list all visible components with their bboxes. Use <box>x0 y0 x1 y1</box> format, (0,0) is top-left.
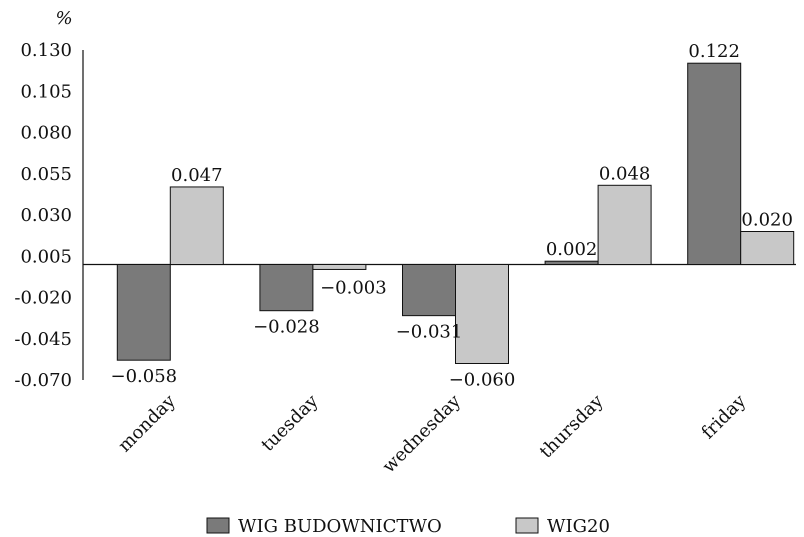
bar-tuesday-series-2 <box>312 264 367 270</box>
legend-swatch-2 <box>515 517 539 534</box>
category-label-monday: monday <box>114 390 180 456</box>
legend-label-2: WIG20 <box>547 516 610 537</box>
bar-thursday-series-2 <box>597 184 652 265</box>
category-label-friday: friday <box>698 390 751 443</box>
category-label-thursday: thursday <box>536 390 608 462</box>
y-tick-label: -0.020 <box>14 288 72 309</box>
value-label: −0.060 <box>449 370 516 391</box>
value-label: −0.028 <box>253 317 320 338</box>
value-label: 0.020 <box>741 210 793 231</box>
bar-monday-series-1 <box>116 264 171 361</box>
y-tick-label: -0.045 <box>14 329 72 350</box>
legend: WIG BUDOWNICTWO WIG20 <box>206 516 610 537</box>
category-label-tuesday: tuesday <box>257 390 323 456</box>
y-tick-label: 0.105 <box>20 81 72 102</box>
bar-wednesday-series-2 <box>455 264 509 364</box>
value-labels: −0.058 0.047 −0.028−0.003 −0.031 −0.060 0.002… <box>110 41 792 390</box>
legend-swatch-1 <box>206 517 230 534</box>
bar-friday-series-2 <box>740 231 795 265</box>
value-label: −0.058 <box>110 366 177 387</box>
bar-thursday-series-1 <box>544 260 599 266</box>
value-label: 0.002 <box>546 239 598 260</box>
legend-label-1: WIG BUDOWNICTWO <box>238 516 442 537</box>
y-tick-label: 0.080 <box>20 123 72 144</box>
value-label: 0.048 <box>599 163 651 184</box>
y-tick-label: 0.055 <box>20 164 72 185</box>
x-axis: monday tuesday wednesday thursday friday <box>114 390 751 477</box>
bar-tuesday-series-1 <box>259 264 314 312</box>
y-unit-label: % <box>55 8 72 29</box>
y-axis: 0.130 0.105 0.080 0.055 0.030 0.005 -0.020 -0.0… <box>14 40 84 391</box>
y-tick-label: 0.005 <box>20 246 72 267</box>
category-label-wednesday: wednesday <box>378 390 465 477</box>
bar-friday-series-1 <box>687 62 742 266</box>
value-label: −0.031 <box>396 322 463 343</box>
y-tick-label: 0.030 <box>20 205 72 226</box>
value-label: 0.122 <box>688 41 740 62</box>
value-label: −0.003 <box>320 278 387 299</box>
bar-wednesday-series-1 <box>402 264 456 317</box>
plot-area <box>83 62 796 364</box>
bar-monday-series-2 <box>169 186 224 265</box>
value-label: 0.047 <box>171 165 223 186</box>
y-tick-label: -0.070 <box>14 370 72 391</box>
y-tick-label: 0.130 <box>20 40 72 61</box>
